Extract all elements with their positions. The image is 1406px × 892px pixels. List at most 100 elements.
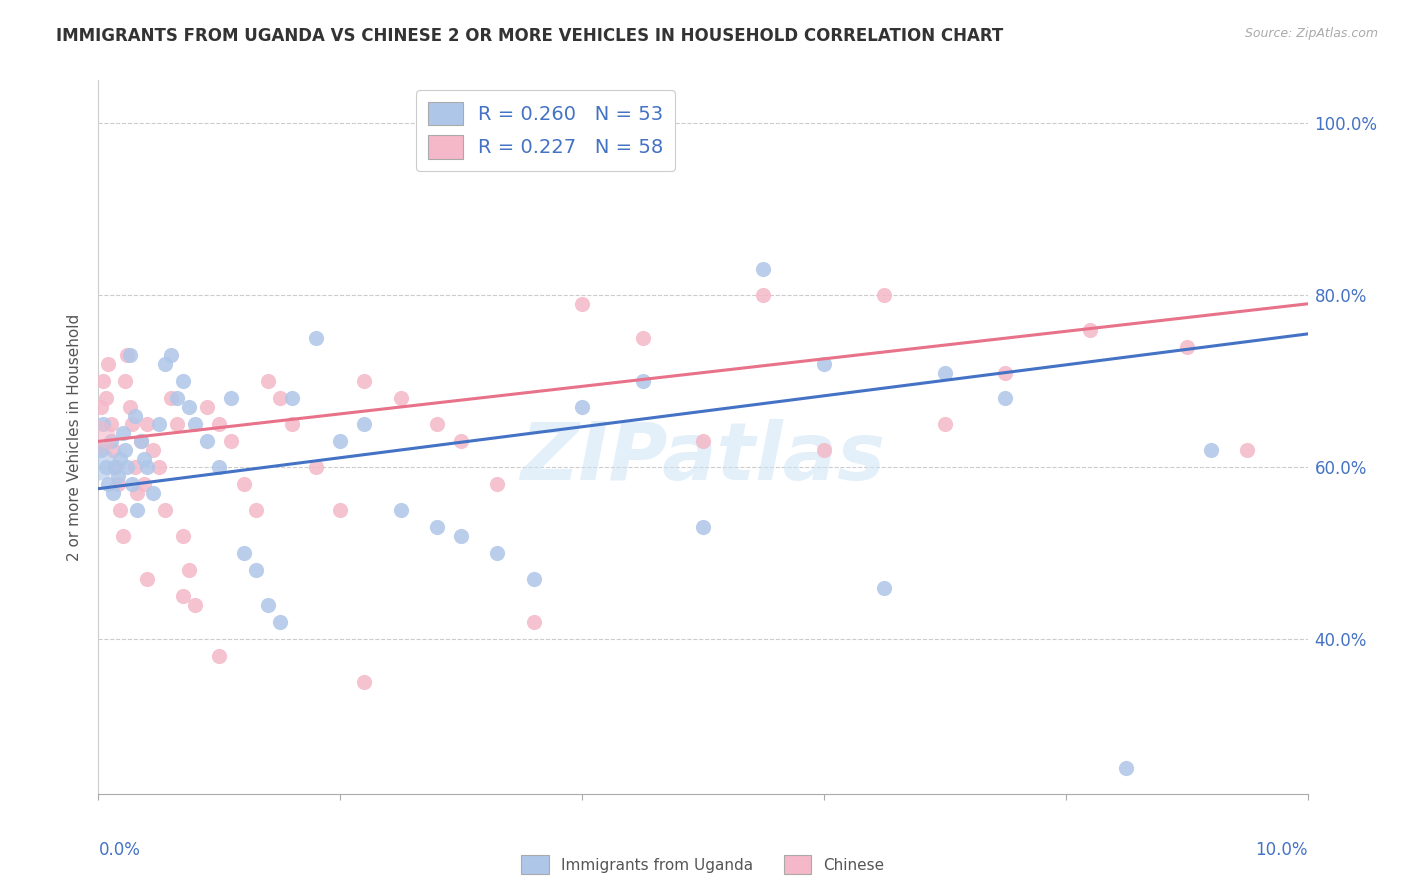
Point [172, 589, 194, 603]
Point [1115, 761, 1137, 775]
Point [994, 392, 1017, 406]
Point [153, 503, 176, 517]
Point [353, 417, 375, 432]
Point [269, 615, 291, 629]
Point [281, 392, 304, 406]
Point [179, 563, 201, 577]
Point [256, 598, 278, 612]
Point [329, 503, 352, 517]
Point [256, 374, 278, 388]
Point [1236, 442, 1258, 457]
Point [134, 477, 156, 491]
Point [97, 477, 120, 491]
Point [245, 563, 267, 577]
Point [108, 503, 131, 517]
Point [208, 649, 231, 664]
Point [1078, 323, 1101, 337]
Point [195, 400, 218, 414]
Point [142, 442, 165, 457]
Point [752, 288, 775, 302]
Point [426, 520, 449, 534]
Point [934, 417, 956, 432]
Point [117, 460, 139, 475]
Point [166, 417, 188, 432]
Point [135, 417, 157, 432]
Point [117, 348, 139, 362]
Point [129, 434, 152, 449]
Point [571, 400, 593, 414]
Point [135, 460, 157, 475]
Point [160, 392, 183, 406]
Point [692, 434, 714, 449]
Point [329, 434, 352, 449]
Point [813, 357, 835, 371]
Point [118, 348, 141, 362]
Y-axis label: 2 or more Vehicles in Household: 2 or more Vehicles in Household [67, 313, 83, 561]
Point [873, 581, 896, 595]
Text: Source: ZipAtlas.com: Source: ZipAtlas.com [1244, 27, 1378, 40]
Point [114, 374, 136, 388]
Point [450, 434, 472, 449]
Point [631, 331, 654, 345]
Point [111, 425, 134, 440]
Point [153, 357, 176, 371]
Text: 0.0%: 0.0% [98, 841, 141, 859]
Point [127, 503, 149, 517]
Point [571, 297, 593, 311]
Point [179, 400, 201, 414]
Point [523, 615, 546, 629]
Point [90, 400, 112, 414]
Point [389, 503, 412, 517]
Point [90, 442, 112, 457]
Text: IMMIGRANTS FROM UGANDA VS CHINESE 2 OR MORE VEHICLES IN HOUSEHOLD CORRELATION CH: IMMIGRANTS FROM UGANDA VS CHINESE 2 OR M… [56, 27, 1004, 45]
Point [184, 417, 207, 432]
Point [389, 392, 412, 406]
Point [221, 434, 243, 449]
Point [100, 434, 122, 449]
Point [121, 417, 143, 432]
Point [281, 417, 304, 432]
Point [97, 357, 120, 371]
Point [121, 477, 143, 491]
Point [114, 442, 136, 457]
Point [134, 451, 156, 466]
Point [129, 434, 152, 449]
Point [101, 442, 124, 457]
Point [184, 598, 207, 612]
Point [107, 468, 129, 483]
Point [631, 374, 654, 388]
Point [148, 460, 170, 475]
Point [118, 400, 141, 414]
Point [208, 417, 231, 432]
Point [752, 262, 775, 277]
Legend: Immigrants from Uganda, Chinese: Immigrants from Uganda, Chinese [515, 849, 891, 880]
Point [94, 460, 117, 475]
Point [127, 486, 149, 500]
Point [486, 546, 509, 560]
Point [1175, 340, 1198, 354]
Point [232, 546, 254, 560]
Text: 10.0%: 10.0% [1256, 841, 1308, 859]
Point [269, 392, 291, 406]
Point [692, 520, 714, 534]
Point [172, 374, 194, 388]
Point [813, 442, 835, 457]
Point [91, 417, 114, 432]
Point [353, 675, 375, 690]
Point [142, 486, 165, 500]
Point [195, 434, 218, 449]
Point [523, 572, 546, 586]
Point [111, 529, 134, 543]
Point [1199, 442, 1222, 457]
Point [108, 451, 131, 466]
Point [353, 374, 375, 388]
Point [486, 477, 509, 491]
Point [87, 456, 110, 470]
Point [101, 486, 124, 500]
Point [91, 374, 114, 388]
Point [87, 430, 110, 444]
Point [100, 417, 122, 432]
Point [450, 529, 472, 543]
Point [221, 392, 243, 406]
Point [934, 366, 956, 380]
